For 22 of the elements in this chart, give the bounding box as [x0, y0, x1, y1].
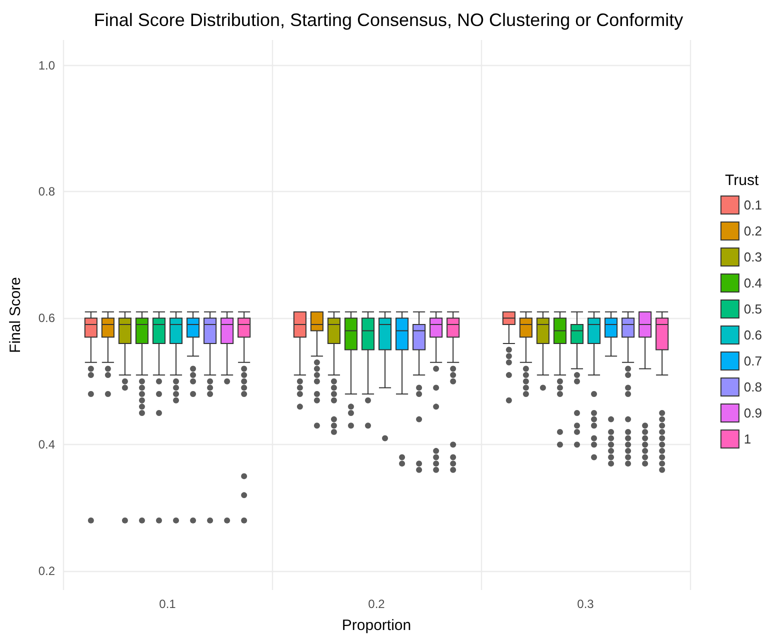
x-axis-title: Proportion [342, 617, 412, 634]
legend-label: 0.1 [744, 198, 762, 212]
x-tick-label: 0.1 [159, 597, 176, 611]
legend-label: 1 [744, 432, 752, 446]
legend-label: 0.3 [744, 250, 762, 264]
y-tick-label: 0.6 [38, 311, 56, 326]
y-tick-label: 0.8 [38, 184, 56, 199]
y-tick-label: 0.2 [38, 564, 56, 578]
legend-label: 0.6 [744, 328, 762, 342]
legend-label: 0.8 [744, 380, 762, 394]
legend-label: 0.7 [744, 354, 762, 368]
x-tick-label: 0.3 [577, 597, 594, 611]
y-axis-title: Final Score [7, 277, 24, 353]
chart-title: Final Score Distribution, Starting Consensus, NO Clustering or Conformity [94, 10, 684, 30]
x-tick-label: 0.2 [368, 597, 386, 611]
legend-label: 0.4 [744, 276, 762, 290]
legend-title: Trust [725, 172, 760, 189]
legend-label: 0.2 [744, 224, 762, 238]
y-tick-label: 0.4 [38, 438, 56, 452]
legend-label: 0.9 [744, 406, 762, 420]
y-tick-label: 1.0 [38, 58, 56, 72]
legend-label: 0.5 [744, 302, 762, 316]
